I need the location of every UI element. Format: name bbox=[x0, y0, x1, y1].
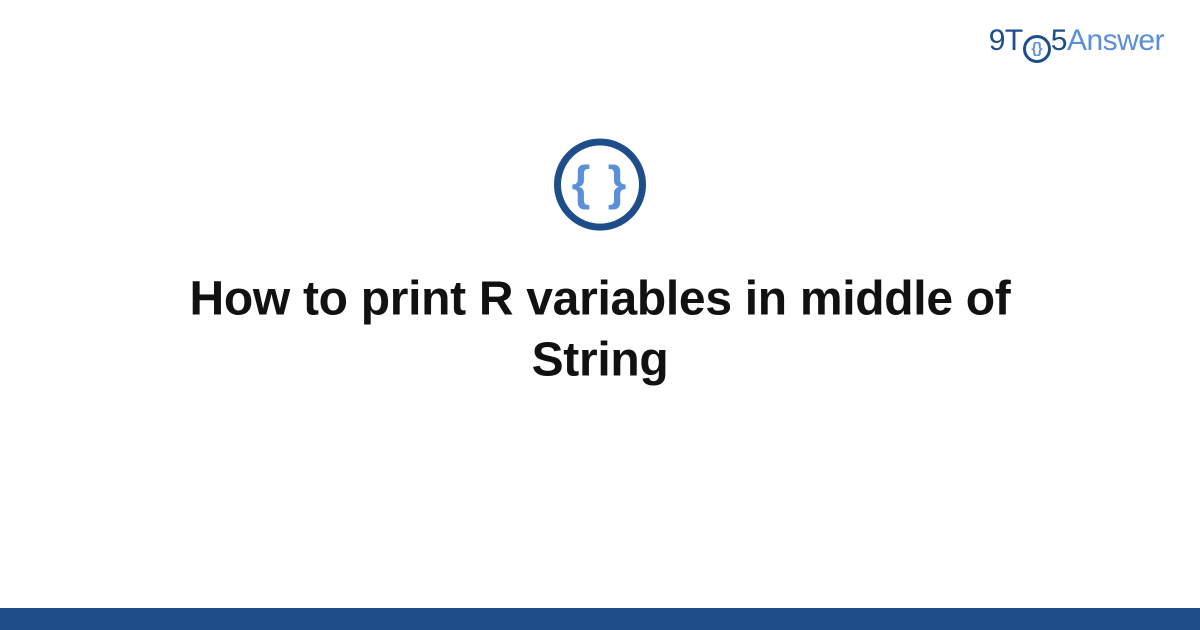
brand-text-9t: 9T bbox=[989, 24, 1023, 57]
code-braces-icon: { } bbox=[554, 138, 646, 230]
footer-bar bbox=[0, 608, 1200, 630]
page-title: How to print R variables in middle of St… bbox=[130, 268, 1070, 391]
content-container: { } How to print R variables in middle o… bbox=[0, 138, 1200, 391]
code-braces-symbol: { } bbox=[572, 160, 629, 208]
brand-braces-inner: {} bbox=[1031, 41, 1042, 56]
brand-braces-icon: {} bbox=[1023, 35, 1051, 63]
brand-text-answer: Answer bbox=[1067, 24, 1164, 57]
brand-logo: 9T {} 5Answer bbox=[989, 24, 1164, 63]
brand-text-5: 5 bbox=[1051, 24, 1067, 57]
